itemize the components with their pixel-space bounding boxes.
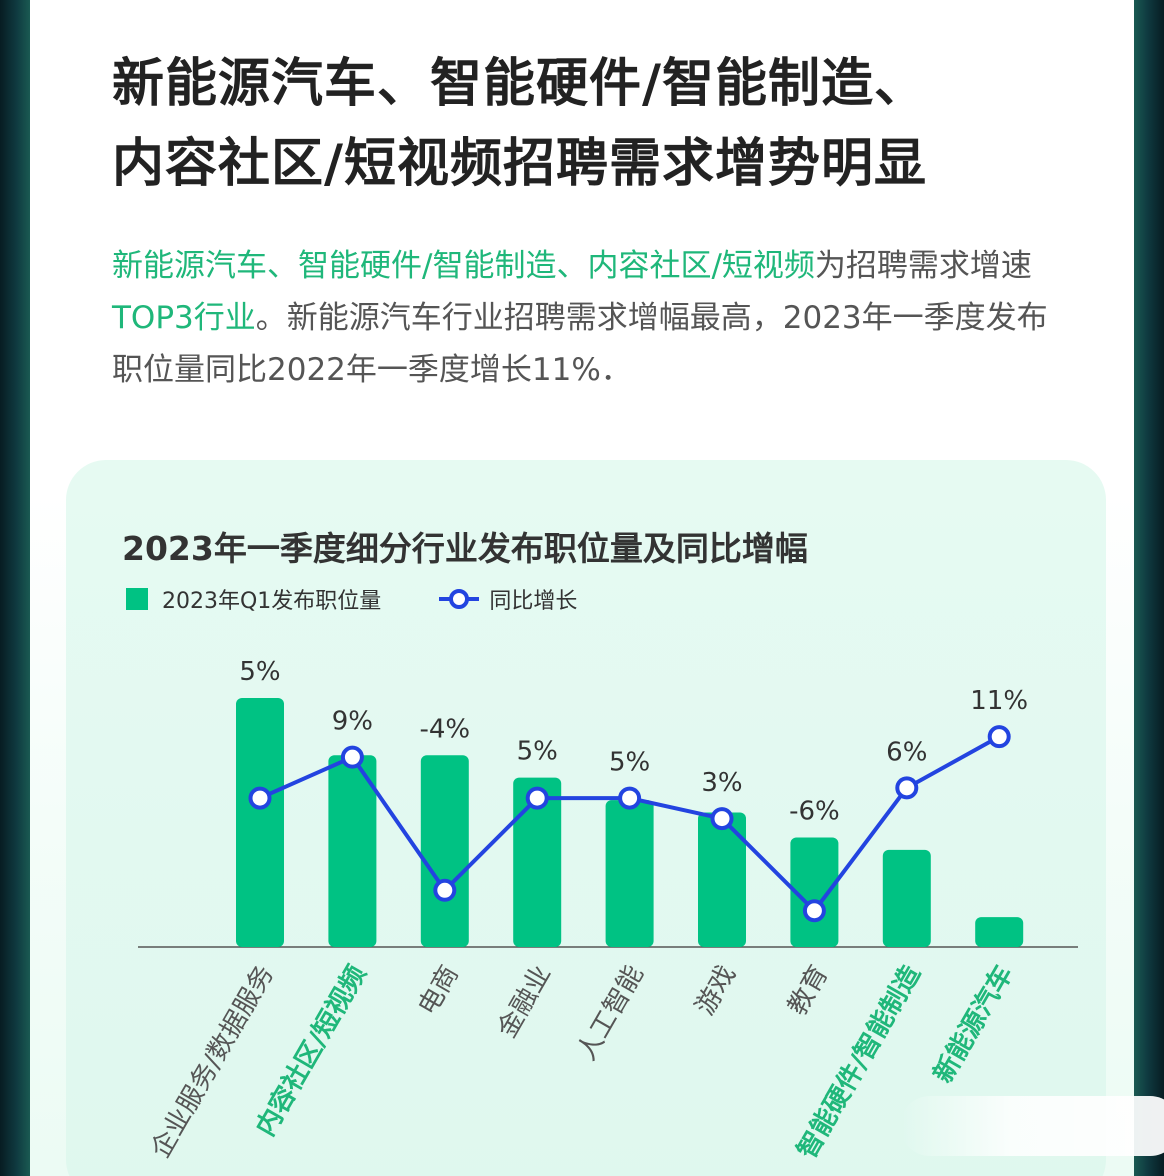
bar-9 (975, 917, 1024, 947)
legend-bar-label: 2023年Q1发布职位量 (162, 589, 382, 614)
category-label-6: 游戏 (690, 961, 742, 1021)
category-label-9: 新能源汽车 (927, 960, 1019, 1088)
legend-item-line: 同比增长 (439, 583, 577, 615)
growth-label-5: 5% (609, 748, 650, 778)
content-panel: 新能源汽车、智能硬件/智能制造、 内容社区/短视频招聘需求增势明显 新能源汽车、… (30, 0, 1164, 1176)
growth-point-7 (802, 899, 826, 923)
growth-label-1: 5% (239, 657, 280, 687)
headline: 新能源汽车、智能硬件/智能制造、 内容社区/短视频招聘需求增势明显 (112, 44, 1072, 204)
growth-label-8: 6% (886, 737, 927, 767)
bar-1 (236, 698, 284, 947)
growth-point-4 (525, 786, 549, 810)
chart-title: 2023年一季度细分行业发布职位量及同比增幅 (122, 529, 808, 568)
growth-label-6: 3% (701, 768, 742, 798)
legend-line-label: 同比增长 (489, 589, 578, 614)
bar-4 (513, 777, 562, 947)
bar-2 (328, 755, 377, 947)
growth-label-9: 11% (970, 686, 1028, 716)
growth-label-3: -4% (419, 714, 470, 744)
intro-text-1: 为招聘需求增速 (814, 248, 1032, 284)
bar-5 (605, 800, 654, 947)
bar-6 (698, 812, 746, 947)
growth-point-2 (340, 745, 364, 769)
bar-3 (420, 755, 469, 947)
intro-highlight-top3: TOP3行业 (112, 300, 256, 336)
category-label-5: 人工智能 (572, 961, 650, 1066)
legend-item-bar: 2023年Q1发布职位量 (126, 583, 381, 615)
intro-paragraph: 新能源汽车、智能硬件/智能制造、内容社区/短视频为招聘需求增速 TOP3行业。新能… (112, 240, 1072, 396)
headline-line-2: 内容社区/短视频招聘需求增势明显 (112, 134, 927, 194)
growth-point-8 (895, 776, 919, 800)
bar-7 (790, 837, 839, 947)
frame-edge-right (1134, 0, 1164, 1176)
growth-label-4: 5% (517, 737, 558, 767)
chart-legend: 2023年Q1发布职位量 同比增长 (126, 583, 635, 615)
growth-point-9 (987, 725, 1011, 749)
growth-point-6 (710, 807, 734, 831)
legend-line-marker (439, 589, 480, 609)
category-label-7: 教育 (782, 961, 834, 1021)
category-label-4: 金融业 (492, 961, 557, 1044)
frame-edge-left (0, 0, 30, 1176)
headline-line-1: 新能源汽车、智能硬件/智能制造、 (112, 54, 927, 114)
legend-bar-swatch (126, 588, 148, 610)
growth-point-1 (248, 786, 272, 810)
category-label-1: 企业服务/数据服务 (146, 961, 280, 1164)
intro-text-2: 。新能源汽车行业招聘需求增幅最高，2023年一季度发布职位量同比2022年一季度… (112, 300, 1048, 388)
growth-point-3 (433, 878, 457, 902)
category-label-3: 电商 (413, 961, 465, 1021)
growth-label-2: 9% (332, 707, 373, 737)
bar-8 (882, 849, 931, 947)
watermark-fade (900, 1096, 1164, 1156)
growth-point-5 (618, 786, 642, 810)
growth-label-7: -6% (789, 796, 840, 826)
intro-highlight-industries: 新能源汽车、智能硬件/智能制造、内容社区/短视频 (112, 248, 815, 284)
